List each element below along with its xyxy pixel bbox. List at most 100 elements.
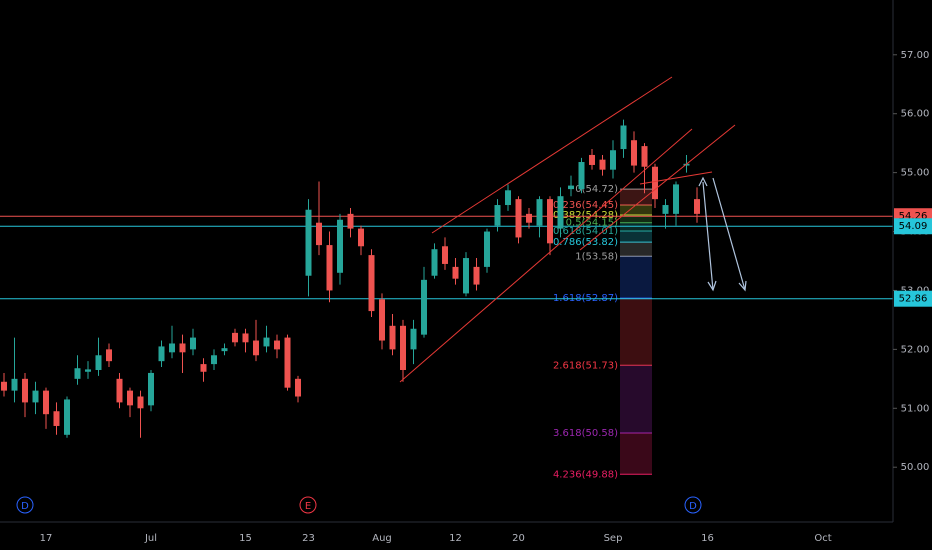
candle-body [200, 364, 207, 372]
fib-label: 0.382(54.28) [553, 210, 618, 221]
x-tick-label: 20 [512, 533, 525, 544]
fib-band [620, 256, 652, 299]
fib-label: 0.236(54.45) [553, 200, 618, 211]
candle-body [473, 266, 480, 285]
channel-line [399, 128, 693, 383]
event-marker [16, 496, 34, 514]
candle-body [326, 245, 333, 291]
candle-body [662, 205, 669, 214]
candle-body [379, 299, 385, 341]
candle-body [400, 325, 406, 370]
candle-body [295, 378, 301, 397]
candle-body [641, 146, 648, 167]
arrows [698, 176, 747, 292]
channel-line [639, 171, 713, 185]
fib-label: 0.5(54.15) [566, 218, 618, 229]
fib-label: 0.618(54.01) [553, 226, 618, 237]
candle-body [578, 162, 585, 190]
candle-body [221, 348, 228, 352]
fib-label: 4.236(49.88) [553, 469, 618, 480]
x-tick-label: Jul [144, 533, 157, 544]
candle-body [242, 333, 249, 343]
channel-line [431, 76, 673, 234]
channel-line [579, 124, 736, 251]
candle-body [43, 390, 49, 415]
fib-band [620, 298, 652, 366]
candle-body [11, 378, 18, 391]
candle-body [431, 249, 438, 276]
event-marker [684, 496, 702, 514]
price-label-box [894, 290, 932, 307]
fib-label: 0.786(53.82) [553, 237, 618, 248]
x-tick-label: 23 [302, 533, 315, 544]
candle-body [74, 368, 81, 379]
candle-body [652, 166, 658, 200]
candle-body [599, 159, 606, 170]
candle-body [358, 228, 364, 247]
fib-label: 0(54.72) [575, 184, 618, 195]
x-tick-label: 15 [239, 533, 252, 544]
x-tick-label: Oct [814, 533, 831, 544]
arrow [712, 177, 746, 291]
candle-body [148, 372, 154, 406]
candle-body [620, 125, 627, 150]
price-label: 52.86 [899, 294, 928, 305]
arrow-head [738, 280, 747, 292]
candle-body [284, 337, 291, 388]
candle-body [305, 209, 312, 276]
candle-body [127, 390, 133, 406]
candle-body [547, 199, 553, 244]
x-tick-label: Sep [604, 533, 623, 544]
candle-body [137, 396, 144, 409]
event-marker [299, 496, 317, 514]
candle-body [526, 213, 532, 223]
fib-band [620, 222, 652, 231]
candle-body [347, 213, 354, 229]
x-tick-label: 16 [701, 533, 714, 544]
candle-body [631, 140, 637, 166]
candle-body [568, 185, 574, 190]
event-label: E [305, 501, 311, 512]
y-tick-label: 56.00 [901, 109, 930, 120]
candle-body [673, 184, 679, 214]
fib-band [620, 189, 652, 206]
fib-band [620, 365, 652, 434]
candle-body [211, 355, 217, 365]
candle-body [232, 332, 238, 343]
candle-body [610, 150, 616, 170]
candle-body [368, 255, 375, 312]
candle-body [116, 378, 123, 403]
candle-body [557, 196, 564, 229]
fib-band [620, 205, 652, 216]
candle-body [452, 266, 459, 279]
fib-band [620, 230, 652, 243]
event-label: D [689, 501, 697, 512]
candle-body [505, 190, 511, 206]
candle-body [389, 325, 396, 350]
candle-body [484, 231, 490, 267]
candle-body [515, 199, 522, 238]
candle-body [410, 328, 417, 350]
y-tick-label: 51.00 [901, 403, 930, 414]
candle-body [179, 343, 186, 353]
price-label: 54.26 [899, 211, 928, 222]
candle-body [1, 381, 7, 391]
events: D E D [16, 496, 702, 514]
candle-body [421, 279, 427, 335]
arrow-head [698, 176, 708, 187]
candle-body [316, 222, 322, 246]
y-tick-label: 52.00 [901, 344, 930, 355]
candle-body [337, 219, 343, 273]
candle-body [95, 355, 102, 370]
fib-band [620, 242, 652, 257]
arrow-head [707, 280, 717, 292]
fib-band [620, 215, 652, 223]
candle-body [274, 340, 280, 350]
fib-label: 2.618(51.73) [553, 360, 618, 371]
candle-body [158, 346, 165, 362]
candle-body [64, 399, 70, 435]
candle-body [253, 340, 259, 356]
event-label: D [21, 501, 29, 512]
